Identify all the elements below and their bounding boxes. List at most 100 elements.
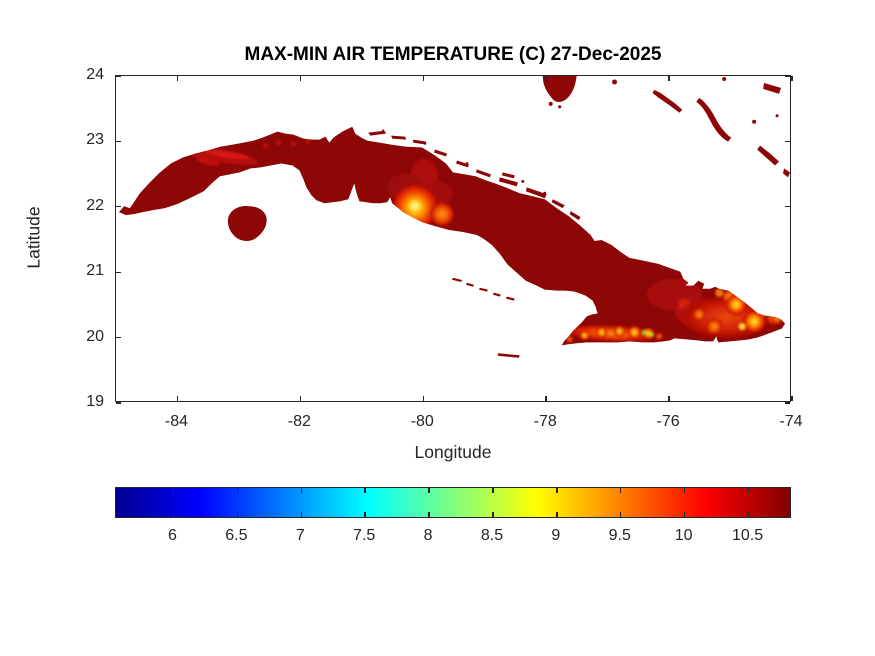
y-tick-label: 19	[86, 393, 104, 410]
colorbar-tick-label: 6	[168, 527, 177, 544]
x-axis-label: Longitude	[414, 442, 492, 462]
colorbar-tick-mark-top	[172, 488, 175, 493]
x-tick-label: -80	[410, 413, 434, 430]
yellow-speck	[739, 323, 746, 330]
y-tick-mark-right	[785, 402, 790, 404]
y-tick-label: 22	[86, 196, 104, 214]
pinar-ridge-bright	[205, 149, 250, 160]
y-tick-mark-right	[785, 140, 790, 143]
y-tick-mark	[116, 206, 121, 208]
colorbar-tick-mark-top	[683, 488, 686, 493]
sagua-baracoa-hotspot	[725, 293, 748, 316]
green-speck	[642, 330, 647, 335]
colorbar-tick-mark	[428, 512, 430, 517]
colorbar-tick-mark	[492, 512, 494, 517]
orange-dot	[656, 333, 663, 340]
isla-de-la-juventud	[227, 206, 267, 242]
yellow-speck	[761, 310, 767, 316]
x-tick-label: -78	[533, 413, 557, 430]
colorbar-tick-label: 8.5	[480, 527, 504, 544]
colorbar-tick-mark	[683, 512, 686, 517]
colorbar-tick-label: 7.5	[353, 527, 376, 544]
hotspot-overlay-group	[183, 139, 784, 343]
x-tick-mark-top	[791, 76, 793, 81]
colorbar-tick-label: 9.5	[608, 527, 631, 544]
colorbar-tick-mark-top	[236, 488, 239, 493]
x-tick-mark	[422, 396, 424, 401]
bright-dot	[263, 143, 269, 149]
guantanamo-hotspot	[742, 309, 767, 334]
x-tick-mark	[176, 396, 179, 401]
x-tick-mark-top	[299, 76, 302, 81]
colorbar-tick-mark-top	[556, 488, 558, 493]
escambray-core	[406, 197, 425, 216]
havana-hills-dot	[275, 139, 282, 146]
x-tick-mark-top	[422, 76, 424, 81]
colorbar-tick-mark-top	[620, 488, 622, 493]
colorbar-tick-label: 10.5	[731, 527, 764, 544]
y-tick-mark-right	[785, 336, 790, 339]
x-tick-label: -82	[287, 413, 311, 430]
colorbar-tick-label: 10	[674, 527, 693, 544]
sierra-maestra-core	[579, 330, 590, 341]
x-tick-label: -76	[656, 413, 680, 430]
moa-core	[715, 288, 724, 297]
y-tick-label: 21	[86, 262, 104, 280]
santiago-spot	[705, 317, 724, 336]
colorbar-tick-mark	[300, 512, 302, 517]
small-island-south	[497, 353, 520, 358]
colorbar-tick-mark-top	[300, 488, 302, 493]
map-plot-area	[115, 75, 793, 404]
maisi-core	[771, 312, 784, 325]
colorbar-tick-label: 9	[551, 527, 561, 544]
colorbar-tick-mark	[236, 512, 239, 517]
x-tick-mark	[545, 396, 547, 401]
colorbar-tick-mark	[620, 512, 622, 517]
colorbar-tick-mark	[364, 512, 366, 517]
landmass-group	[118, 76, 790, 358]
green-speck	[649, 332, 654, 337]
oriente-spot	[692, 307, 707, 322]
pinar-ridge-west	[196, 157, 220, 166]
colorbar-tick-mark-top	[428, 488, 430, 493]
sierra-maestra-core	[627, 325, 642, 340]
x-tick-mark-top	[545, 76, 547, 81]
y-tick-mark	[116, 271, 121, 273]
y-tick-mark-right	[785, 271, 790, 273]
y-tick-label: 20	[86, 327, 104, 345]
plot-title: MAX-MIN AIR TEMPERATURE (C) 27-Dec-2025	[244, 44, 662, 65]
y-tick-label: 23	[86, 131, 104, 149]
colorbar-tick-mark-top	[747, 488, 750, 493]
y-tick-mark	[116, 140, 121, 143]
bahamas-islands	[542, 76, 790, 178]
y-tick-mark	[116, 336, 121, 339]
colorbar-tick-label: 7	[295, 527, 305, 544]
y-tick-mark-right	[785, 75, 790, 77]
y-tick-label: 24	[86, 66, 104, 83]
colorbar-tick-mark	[172, 512, 175, 517]
colorbar-tick-label: 8	[423, 527, 433, 544]
cuba-mainland	[118, 126, 786, 346]
colorbar-tick-label: 6.5	[225, 527, 248, 544]
x-tick-label: -74	[779, 413, 803, 430]
x-tick-mark	[791, 396, 793, 401]
y-axis-label: Latitude	[23, 206, 44, 269]
bright-dot	[304, 139, 310, 145]
bright-dot	[290, 141, 296, 147]
sierra-maestra-core	[613, 325, 626, 338]
cuba-heatmap-svg	[118, 76, 790, 358]
sierra-maestra-core	[595, 326, 608, 339]
x-tick-label: -84	[164, 413, 189, 430]
colorbar-tick-mark-top	[492, 488, 494, 493]
x-tick-mark	[299, 396, 302, 401]
colorbar-tick-mark	[747, 512, 750, 517]
colorbar	[115, 487, 791, 518]
escambray-secondary-spot	[429, 201, 455, 228]
y-tick-mark	[116, 402, 121, 404]
x-tick-mark-top	[176, 76, 179, 81]
colorbar-tick-mark-top	[364, 488, 366, 493]
jardines-de-la-reina-cays	[452, 277, 515, 301]
x-tick-mark-top	[668, 76, 670, 81]
colorbar-tick-mark	[556, 512, 558, 517]
